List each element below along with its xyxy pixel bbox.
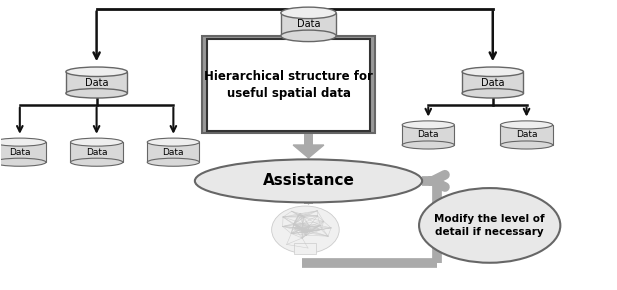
Ellipse shape [281,7,336,19]
Text: Data: Data [297,19,320,29]
Ellipse shape [462,67,523,77]
Text: Modify the level of
detail if necessary: Modify the level of detail if necessary [434,214,545,237]
Bar [304,133,313,145]
Bar [281,13,336,36]
Ellipse shape [195,160,422,202]
Bar [304,191,313,204]
Ellipse shape [402,141,454,149]
Bar [500,125,553,145]
Text: Data: Data [85,77,109,88]
Text: Data: Data [418,130,439,139]
Polygon shape [293,191,324,204]
Text: Hierarchical structure for
useful spatial data: Hierarchical structure for useful spatia… [204,70,373,100]
Bar [462,72,523,93]
Ellipse shape [66,67,127,77]
Bar [66,72,127,93]
Ellipse shape [500,121,553,129]
Ellipse shape [147,158,199,166]
Bar [202,37,375,133]
Bar [402,125,454,145]
Bar [294,243,317,254]
Ellipse shape [147,138,199,146]
Ellipse shape [419,188,560,263]
Polygon shape [293,145,324,158]
Ellipse shape [0,158,46,166]
Text: Data: Data [86,148,107,157]
Text: Data: Data [481,77,505,88]
Ellipse shape [281,30,336,41]
Ellipse shape [462,88,523,98]
Bar [147,142,199,162]
Ellipse shape [70,138,123,146]
Ellipse shape [500,141,553,149]
Text: Data: Data [163,148,184,157]
Bar [207,39,370,130]
Ellipse shape [271,206,339,253]
Text: Assistance: Assistance [263,173,354,188]
Ellipse shape [66,88,127,98]
Bar [0,142,46,162]
Ellipse shape [0,138,46,146]
Ellipse shape [402,121,454,129]
Text: Data: Data [516,130,537,139]
Bar [70,142,123,162]
Ellipse shape [70,158,123,166]
Text: Data: Data [9,148,31,157]
